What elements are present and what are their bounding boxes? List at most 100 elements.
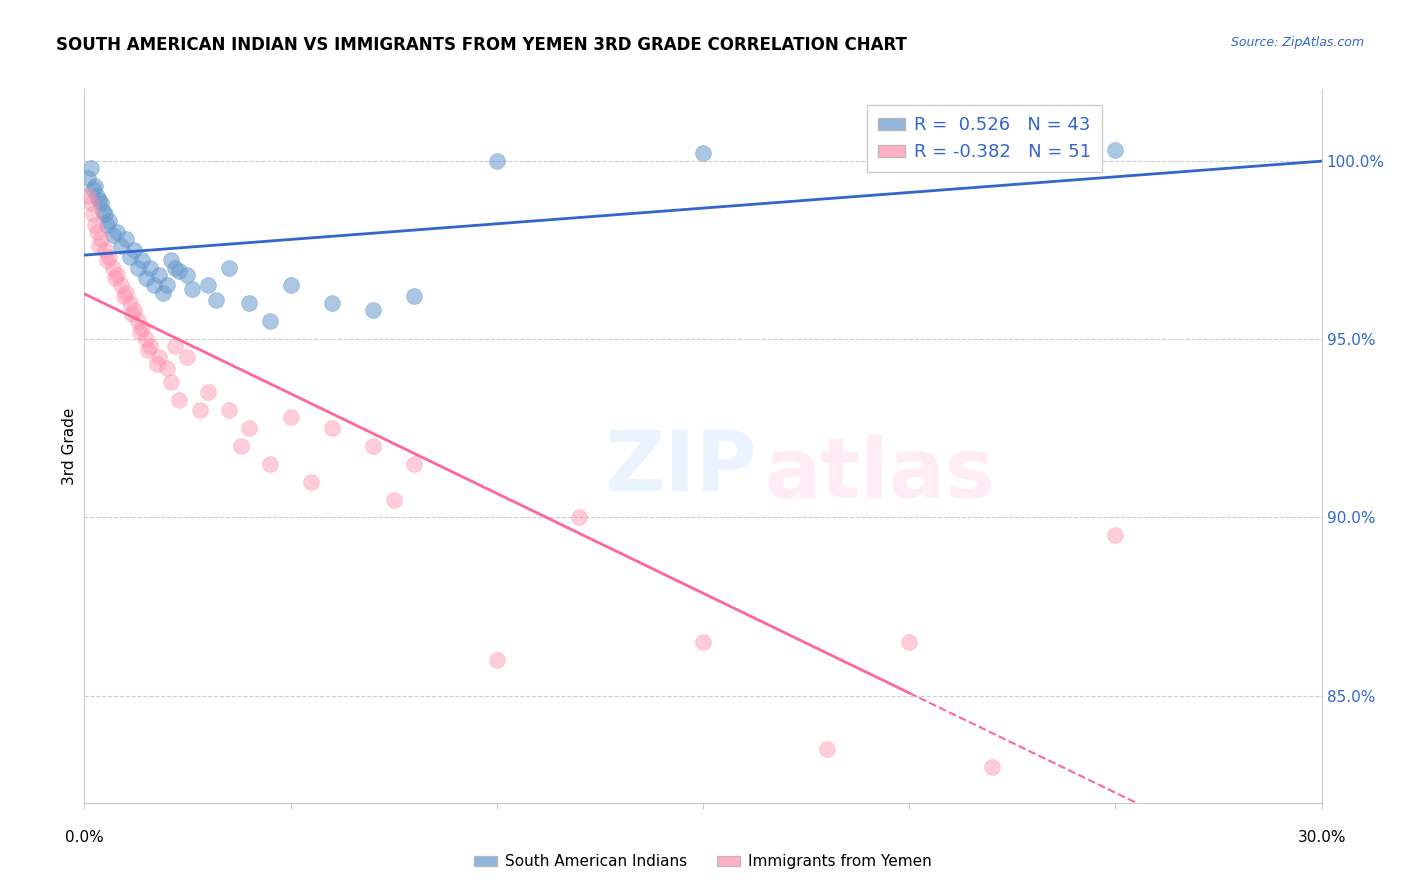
Point xyxy=(156,360,179,375)
Point xyxy=(165,339,187,353)
Point xyxy=(167,264,190,278)
Text: ZIP: ZIP xyxy=(605,427,756,508)
Point xyxy=(139,260,162,275)
Point xyxy=(90,196,112,211)
Point xyxy=(98,214,121,228)
Point xyxy=(112,289,135,303)
Point xyxy=(205,293,228,307)
Point xyxy=(79,161,101,175)
Point xyxy=(121,307,143,321)
Point xyxy=(218,403,240,417)
Point xyxy=(280,410,302,425)
Point xyxy=(104,271,127,285)
Point xyxy=(83,218,105,232)
Point xyxy=(160,375,183,389)
Point xyxy=(122,303,145,318)
Point xyxy=(238,296,260,310)
Point xyxy=(96,218,118,232)
Point xyxy=(118,296,141,310)
Text: Source: ZipAtlas.com: Source: ZipAtlas.com xyxy=(1230,36,1364,49)
Point xyxy=(82,182,104,196)
Point xyxy=(176,350,198,364)
Point xyxy=(118,250,141,264)
Point xyxy=(131,253,153,268)
Point xyxy=(96,253,118,268)
Point xyxy=(131,321,153,335)
Point xyxy=(139,339,162,353)
Point xyxy=(87,239,110,253)
Point xyxy=(145,357,167,371)
Point xyxy=(692,146,714,161)
Point xyxy=(135,271,157,285)
Point xyxy=(280,278,302,293)
Point xyxy=(94,207,117,221)
Point xyxy=(485,653,508,667)
Point xyxy=(77,171,100,186)
Point xyxy=(105,225,128,239)
Point xyxy=(82,207,104,221)
Point xyxy=(110,239,132,253)
Point xyxy=(103,228,125,243)
Point xyxy=(122,243,145,257)
Point xyxy=(160,253,183,268)
Point xyxy=(103,260,125,275)
Point xyxy=(127,260,149,275)
Point xyxy=(361,439,384,453)
Point xyxy=(90,232,112,246)
Point xyxy=(180,282,202,296)
Point xyxy=(980,760,1002,774)
Point xyxy=(79,196,101,211)
Point xyxy=(91,203,114,218)
Point xyxy=(259,457,281,471)
Legend: South American Indians, Immigrants from Yemen: South American Indians, Immigrants from … xyxy=(468,848,938,875)
Point xyxy=(114,285,136,300)
Point xyxy=(1104,528,1126,542)
Point xyxy=(361,303,384,318)
Text: 0.0%: 0.0% xyxy=(65,830,104,845)
Point xyxy=(165,260,187,275)
Point xyxy=(148,350,170,364)
Point xyxy=(197,385,219,400)
Text: SOUTH AMERICAN INDIAN VS IMMIGRANTS FROM YEMEN 3RD GRADE CORRELATION CHART: SOUTH AMERICAN INDIAN VS IMMIGRANTS FROM… xyxy=(56,36,907,54)
Point xyxy=(259,314,281,328)
Point xyxy=(404,457,426,471)
Point xyxy=(98,250,121,264)
Point xyxy=(299,475,322,489)
Point xyxy=(1104,143,1126,157)
Point xyxy=(321,296,343,310)
Legend: R =  0.526   N = 43, R = -0.382   N = 51: R = 0.526 N = 43, R = -0.382 N = 51 xyxy=(868,105,1102,172)
Point xyxy=(86,189,108,203)
Point xyxy=(110,278,132,293)
Point xyxy=(321,421,343,435)
Point xyxy=(156,278,179,293)
Text: 30.0%: 30.0% xyxy=(1298,830,1346,845)
Point xyxy=(898,136,921,150)
Point xyxy=(94,243,117,257)
Point xyxy=(152,285,174,300)
Point xyxy=(568,510,591,524)
Point xyxy=(197,278,219,293)
Point xyxy=(83,178,105,193)
Point xyxy=(167,392,190,407)
Text: atlas: atlas xyxy=(765,434,995,515)
Point xyxy=(188,403,211,417)
Point xyxy=(238,421,260,435)
Point xyxy=(127,314,149,328)
Point xyxy=(87,193,110,207)
Point xyxy=(114,232,136,246)
Point xyxy=(404,289,426,303)
Point xyxy=(143,278,166,293)
Point xyxy=(485,153,508,168)
Point xyxy=(105,268,128,282)
Point xyxy=(815,742,838,756)
Point xyxy=(148,268,170,282)
Point xyxy=(136,343,159,357)
Point xyxy=(77,189,100,203)
Point xyxy=(86,225,108,239)
Point xyxy=(218,260,240,275)
Point xyxy=(176,268,198,282)
Point xyxy=(229,439,252,453)
Point xyxy=(129,325,152,339)
Y-axis label: 3rd Grade: 3rd Grade xyxy=(62,408,77,484)
Point xyxy=(898,635,921,649)
